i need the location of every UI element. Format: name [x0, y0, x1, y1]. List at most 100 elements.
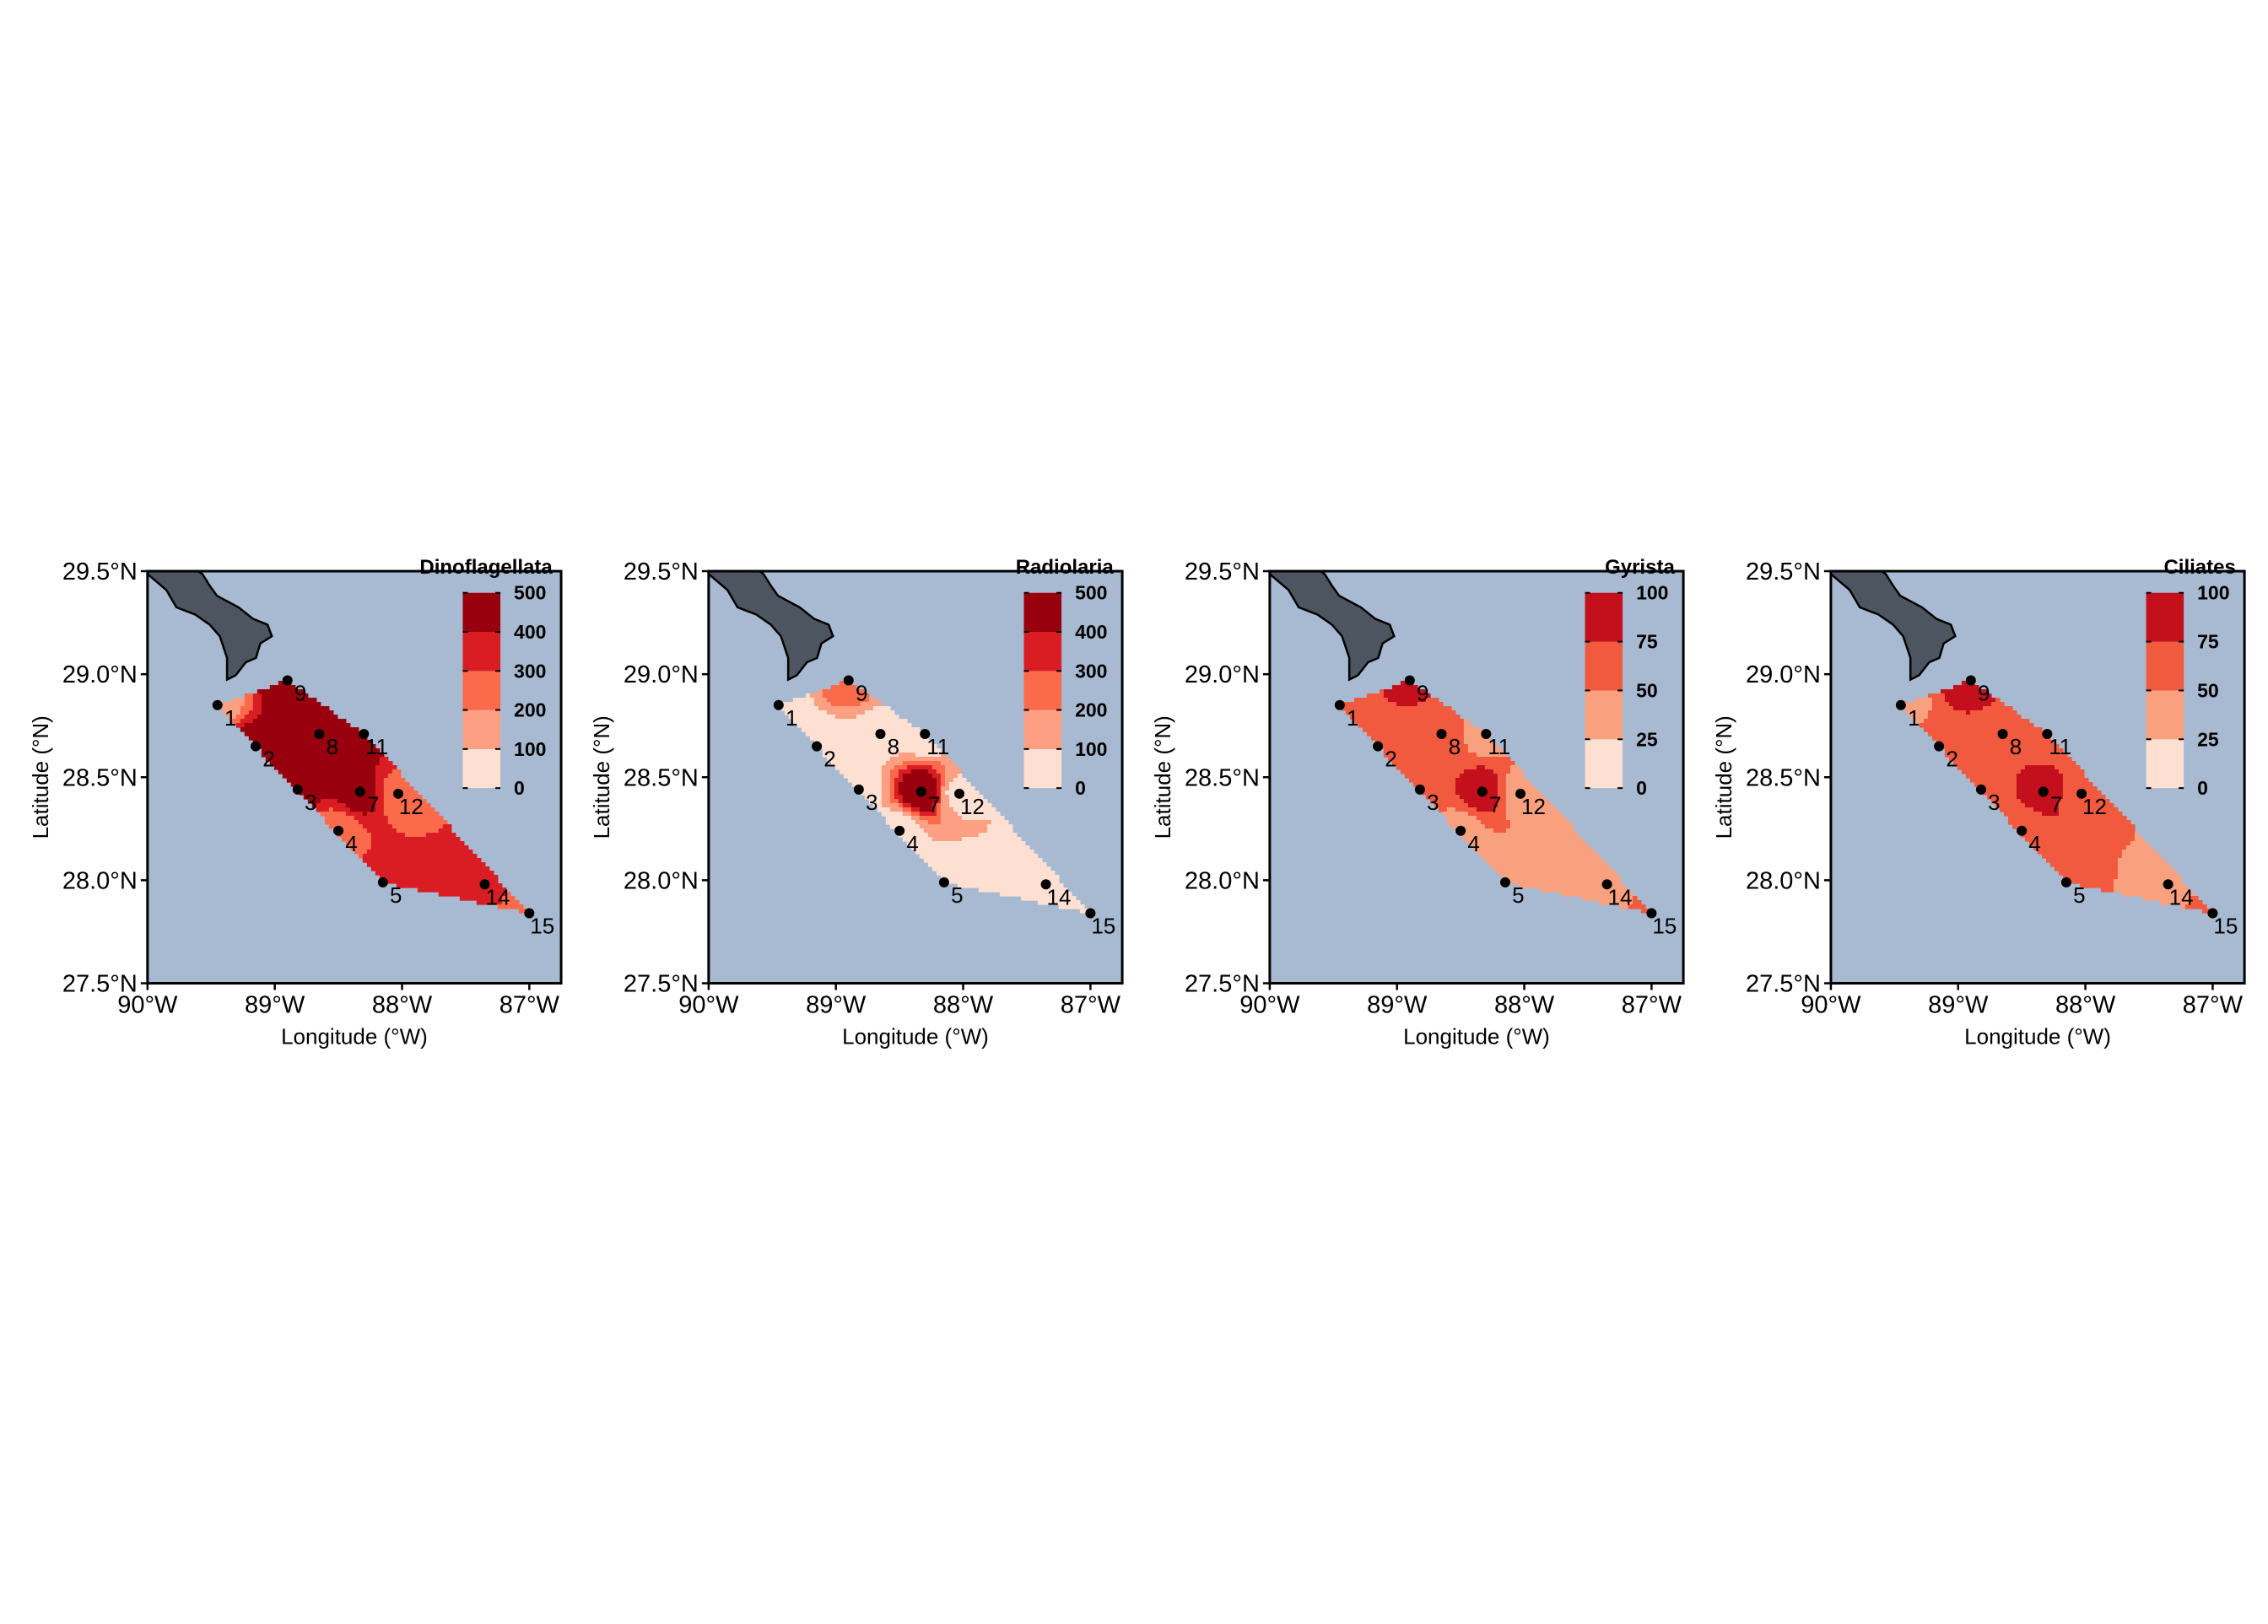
contour-cell: [269, 685, 296, 690]
legend-label: 50: [1636, 679, 1658, 701]
contour-cell: [1906, 710, 1929, 715]
contour-cell: [809, 693, 824, 699]
station: [1965, 675, 1976, 686]
contour-cell: [1944, 693, 1992, 699]
station: [1334, 699, 1345, 710]
x-tick-label: 88°W: [2055, 992, 2116, 1019]
legend-label: 500: [514, 582, 546, 604]
contour-cell: [1396, 702, 1418, 707]
contour-cell: [2033, 845, 2127, 850]
contour-cell: [864, 710, 895, 715]
contour-cell: [1501, 875, 1621, 880]
station: [1455, 825, 1466, 836]
contour-cell: [383, 812, 440, 817]
contour-cell: [822, 689, 866, 694]
contour-cell: [244, 731, 364, 736]
contour-cell: [1425, 795, 1461, 800]
contour-cell: [999, 892, 1072, 897]
contour-cell: [1408, 778, 1456, 783]
contour-cell: [940, 790, 946, 796]
station-label: 5: [951, 882, 963, 908]
y-tick-label: 27.5°N: [1746, 971, 1821, 998]
contour-cell: [219, 702, 246, 707]
contour-cell: [1940, 689, 1988, 694]
contour-cell: [320, 799, 338, 804]
contour-cell: [2024, 837, 2136, 842]
contour-cell: [2184, 904, 2207, 909]
contour-cell: [316, 803, 347, 808]
contour-cell: [868, 799, 883, 804]
y-tick-label: 27.5°N: [1185, 971, 1260, 998]
contour-cell: [1463, 719, 1469, 724]
station: [920, 728, 931, 739]
contour-cell: [1476, 765, 1486, 770]
station: [2042, 728, 2053, 739]
contour-cell: [1902, 702, 1933, 707]
station-label: 12: [399, 794, 424, 819]
legend-title: Gyrista: [1605, 556, 1675, 579]
legend-title: Dinoflagellata: [419, 556, 553, 579]
contour-cell: [244, 715, 258, 720]
y-axis-label: Latitude (°N): [589, 715, 614, 839]
contour-cell: [375, 871, 494, 876]
contour-cell: [2079, 883, 2114, 888]
station-label: 1: [1347, 705, 1358, 731]
contour-cell: [2189, 900, 2203, 905]
contour-cell: [2121, 854, 2161, 859]
contour-cell: [1505, 803, 1553, 808]
contour-cell: [940, 786, 950, 791]
legend-label: 75: [1636, 631, 1658, 653]
station: [2060, 877, 2071, 888]
x-axis-label: Longitude (°W): [842, 1024, 989, 1049]
contour-cell: [337, 799, 376, 804]
land: [1268, 569, 1396, 682]
contour-cell: [932, 866, 1051, 871]
legend-label: 75: [2197, 631, 2219, 653]
contour-cell: [362, 824, 393, 829]
contour-cell: [940, 774, 946, 779]
contour-cell: [1417, 702, 1444, 707]
contour-cell: [370, 833, 406, 838]
contour-cell: [881, 782, 891, 787]
contour-cell: [1927, 693, 1946, 699]
contour-cell: [252, 702, 262, 707]
contour-cell: [936, 790, 942, 796]
legend-title: Radiolaria: [1016, 556, 1115, 579]
contour-cell: [1497, 799, 1507, 804]
contour-cell: [375, 795, 385, 800]
contour-cell: [366, 862, 486, 867]
contour-cell: [1940, 744, 2060, 749]
contour-cell: [818, 689, 824, 694]
station: [524, 908, 535, 919]
contour-cell: [919, 824, 988, 829]
contour-cell: [788, 715, 836, 720]
contour-cell: [936, 782, 942, 787]
y-axis-label: Latitude (°N): [1150, 715, 1175, 839]
contour-cell: [822, 748, 942, 753]
contour-cell: [438, 892, 507, 897]
contour-cell: [1497, 782, 1507, 787]
contour-cell: [801, 727, 921, 732]
contour-cell: [889, 757, 950, 762]
contour-cell: [927, 833, 980, 838]
station-label: 14: [485, 884, 510, 909]
contour-cell: [248, 710, 262, 715]
land: [146, 569, 273, 682]
station: [354, 786, 365, 797]
contour-cell: [1509, 824, 1574, 829]
contour-cell: [2020, 799, 2060, 804]
contour-cell: [1619, 904, 1629, 909]
contour-cell: [940, 807, 954, 812]
contour-cell: [1560, 892, 1634, 897]
y-tick-label: 28.5°N: [624, 764, 699, 791]
contour-cell: [1493, 828, 1507, 834]
contour-cell: [328, 807, 334, 812]
contour-cell: [1931, 706, 1954, 711]
contour-cell: [2113, 883, 2186, 888]
contour-cell: [1429, 799, 1465, 804]
contour-cell: [881, 799, 891, 804]
contour-cell: [902, 795, 937, 800]
x-tick-label: 89°W: [1928, 992, 1989, 1019]
y-tick-label: 29.5°N: [624, 558, 699, 585]
